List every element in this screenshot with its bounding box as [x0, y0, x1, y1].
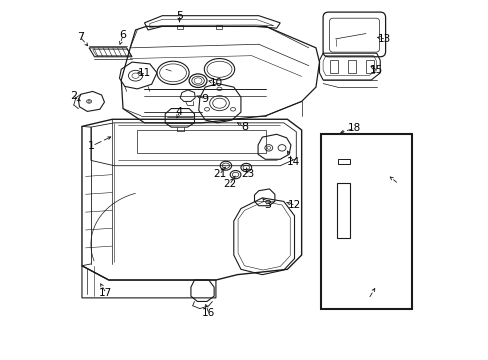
- Text: 23: 23: [241, 168, 254, 179]
- Bar: [337, 158, 349, 164]
- Text: 14: 14: [286, 157, 300, 167]
- Text: 4: 4: [176, 107, 183, 117]
- Text: 16: 16: [202, 308, 215, 318]
- FancyBboxPatch shape: [329, 18, 379, 52]
- Text: 12: 12: [287, 200, 301, 210]
- Text: 9: 9: [201, 94, 207, 104]
- Text: 7: 7: [77, 32, 83, 42]
- Text: 15: 15: [369, 65, 383, 75]
- Bar: [176, 25, 183, 28]
- Text: 22: 22: [223, 179, 236, 189]
- FancyBboxPatch shape: [323, 12, 385, 57]
- Text: 5: 5: [176, 12, 183, 21]
- Text: 11: 11: [138, 68, 151, 78]
- Text: 17: 17: [99, 288, 112, 297]
- Bar: [216, 25, 222, 28]
- Text: 20: 20: [391, 179, 404, 189]
- Text: 10: 10: [209, 78, 222, 88]
- Text: 21: 21: [213, 168, 226, 179]
- Text: 3: 3: [264, 200, 271, 210]
- Ellipse shape: [377, 193, 382, 196]
- Text: 2: 2: [70, 91, 77, 101]
- Text: 13: 13: [377, 34, 390, 44]
- Bar: [337, 183, 349, 238]
- Bar: [321, 134, 411, 309]
- Text: 8: 8: [241, 122, 247, 132]
- Bar: [347, 60, 355, 73]
- Bar: [329, 60, 337, 73]
- Text: 6: 6: [119, 30, 126, 40]
- Text: 18: 18: [347, 123, 361, 133]
- Bar: [365, 60, 373, 73]
- Ellipse shape: [338, 141, 348, 150]
- Text: 1: 1: [88, 141, 95, 151]
- Text: 19: 19: [362, 294, 375, 303]
